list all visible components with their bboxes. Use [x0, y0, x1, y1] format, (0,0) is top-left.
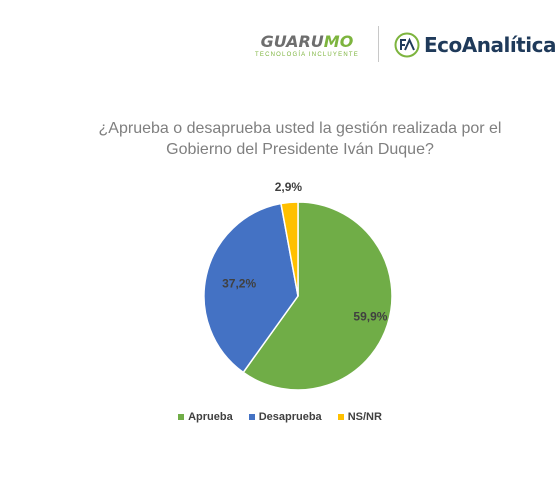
pie-slice-ns-nr: [280, 201, 299, 297]
ecoanalitica-wordmark: EcoAnalítica: [424, 33, 556, 57]
pie-slice-desaprueba: [203, 202, 299, 374]
chart-title-line-2: Gobierno del Presidente Iván Duque?: [166, 141, 434, 158]
pie-slice-aprueba: [242, 201, 393, 391]
legend-item-aprueba: Aprueba: [178, 411, 233, 423]
legend-label: Aprueba: [188, 411, 233, 423]
data-label-desaprueba: 37,2%: [222, 276, 256, 290]
ecoanalitica-logo: EcoAnalítica: [394, 30, 556, 60]
logo-divider: [378, 26, 379, 62]
legend-item-desaprueba: Desaprueba: [248, 411, 322, 423]
guarumo-wordmark: GUARUMO: [260, 32, 354, 51]
legend-label: Desaprueba: [258, 411, 322, 423]
legend-item-ns-nr: NS/NR: [337, 411, 382, 423]
data-label-aprueba: 59,9%: [353, 310, 387, 324]
chart-title: ¿Aprueba o desaprueba usted la gestión r…: [40, 118, 560, 160]
ecoanalitica-icon: [394, 32, 420, 58]
guarumo-logo: GUARUMO TECNOLOGÍA INCLUYENTE: [252, 32, 362, 59]
data-label-ns-nr: 2,9%: [275, 180, 303, 194]
guarumo-tagline: TECNOLOGÍA INCLUYENTE: [255, 52, 359, 58]
legend-swatch: [337, 414, 344, 420]
legend-swatch: [248, 414, 255, 420]
legend-label: NS/NR: [347, 411, 382, 423]
chart-legend: Aprueba Desaprueba NS/NR: [0, 411, 560, 423]
pie-chart: 59,9% 37,2% 2,9%: [203, 180, 393, 391]
chart-title-line-1: ¿Aprueba o desaprueba usted la gestión r…: [98, 120, 502, 137]
legend-swatch: [178, 414, 185, 420]
logo-bar: GUARUMO TECNOLOGÍA INCLUYENTE EcoAnalíti…: [0, 24, 560, 68]
